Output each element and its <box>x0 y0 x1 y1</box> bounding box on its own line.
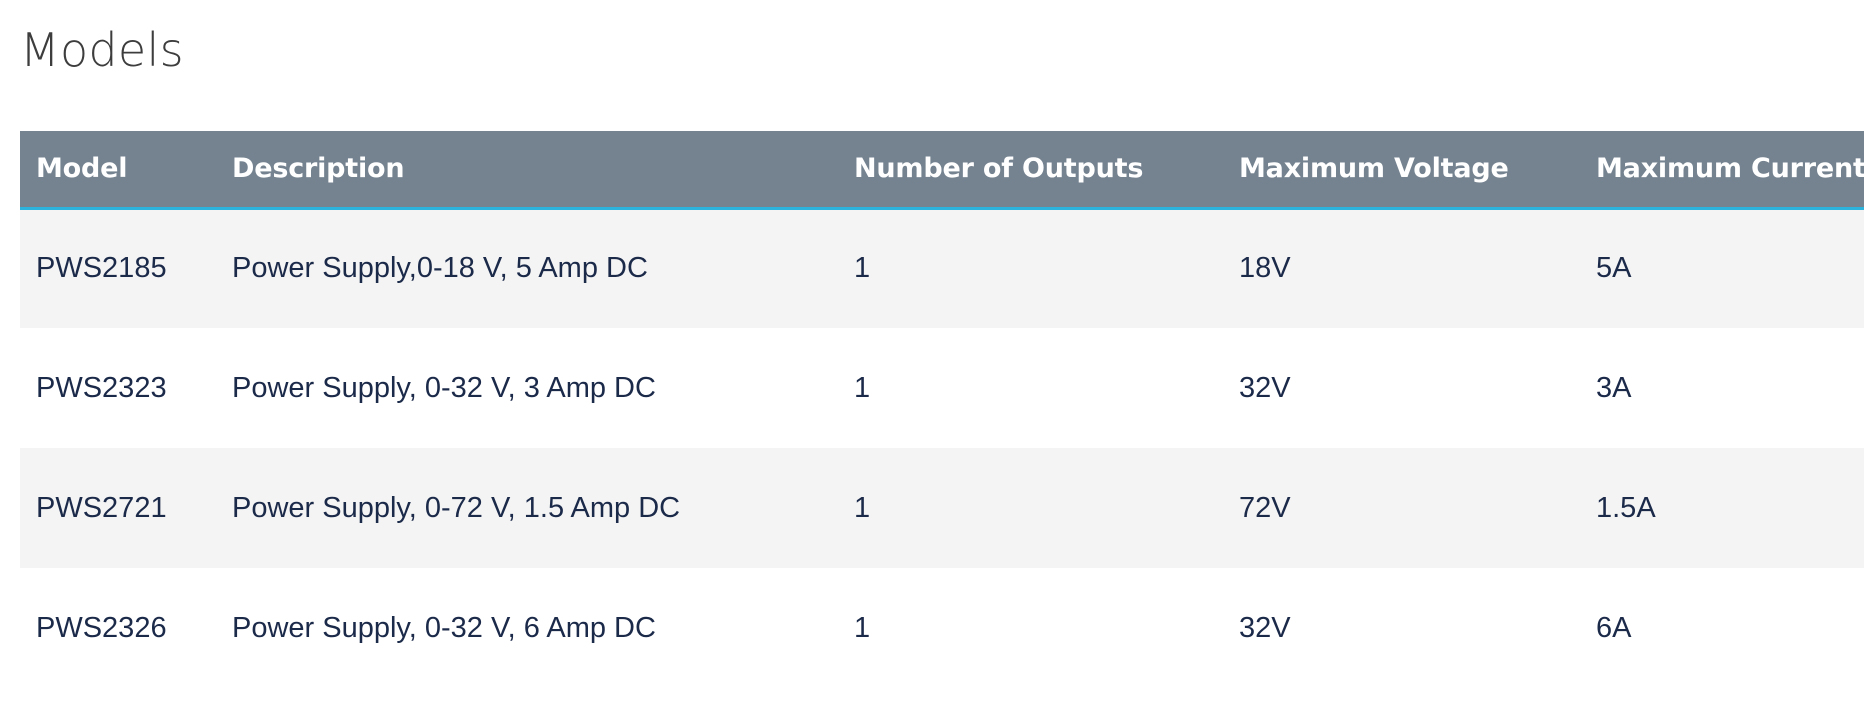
cell-maximum-current: 3A <box>1596 371 1632 404</box>
cell-maximum-current: 6A <box>1596 611 1632 644</box>
cell-maximum-voltage: 32V <box>1239 371 1291 404</box>
page-title: Models <box>20 23 184 77</box>
header-row: Model Description Number of Outputs Maxi… <box>20 131 1864 210</box>
table-body: PWS2185 Power Supply,0-18 V, 5 Amp DC 1 … <box>20 208 1864 688</box>
table-row: PWS2185 Power Supply,0-18 V, 5 Amp DC 1 … <box>20 208 1864 328</box>
cell-maximum-voltage: 18V <box>1239 252 1291 285</box>
cell-number-of-outputs: 1 <box>854 371 871 404</box>
table-row: PWS2721 Power Supply, 0-72 V, 1.5 Amp DC… <box>20 448 1864 568</box>
cell-number-of-outputs: 1 <box>854 491 871 524</box>
cell-maximum-current: 1.5A <box>1596 491 1656 524</box>
cell-model: PWS2185 <box>36 252 167 285</box>
cell-model: PWS2326 <box>36 611 167 644</box>
column-header-maximum-voltage: Maximum Voltage <box>1223 131 1580 210</box>
cell-number-of-outputs: 1 <box>854 252 871 285</box>
column-header-maximum-current: Maximum Current <box>1580 131 1864 210</box>
cell-maximum-current: 5A <box>1596 252 1632 285</box>
cell-maximum-voltage: 72V <box>1239 491 1291 524</box>
cell-maximum-voltage: 32V <box>1239 611 1291 644</box>
cell-description: Power Supply, 0-32 V, 3 Amp DC <box>232 371 656 404</box>
cell-model: PWS2721 <box>36 491 167 524</box>
table-header: Model Description Number of Outputs Maxi… <box>20 131 1864 210</box>
cell-description: Power Supply,0-18 V, 5 Amp DC <box>232 252 648 285</box>
column-header-description: Description <box>216 131 838 210</box>
cell-model: PWS2323 <box>36 371 167 404</box>
table-row: PWS2326 Power Supply, 0-32 V, 6 Amp DC 1… <box>20 568 1864 688</box>
models-table: Model Description Number of Outputs Maxi… <box>20 131 1864 688</box>
column-header-model: Model <box>20 131 216 210</box>
cell-description: Power Supply, 0-32 V, 6 Amp DC <box>232 611 656 644</box>
column-header-number-of-outputs: Number of Outputs <box>838 131 1223 210</box>
table-row: PWS2323 Power Supply, 0-32 V, 3 Amp DC 1… <box>20 328 1864 448</box>
cell-description: Power Supply, 0-72 V, 1.5 Amp DC <box>232 491 681 524</box>
cell-number-of-outputs: 1 <box>854 611 871 644</box>
